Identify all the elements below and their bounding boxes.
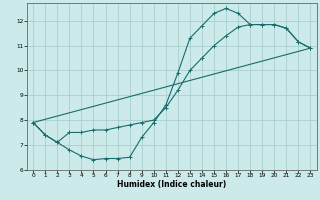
X-axis label: Humidex (Indice chaleur): Humidex (Indice chaleur)	[117, 180, 227, 189]
